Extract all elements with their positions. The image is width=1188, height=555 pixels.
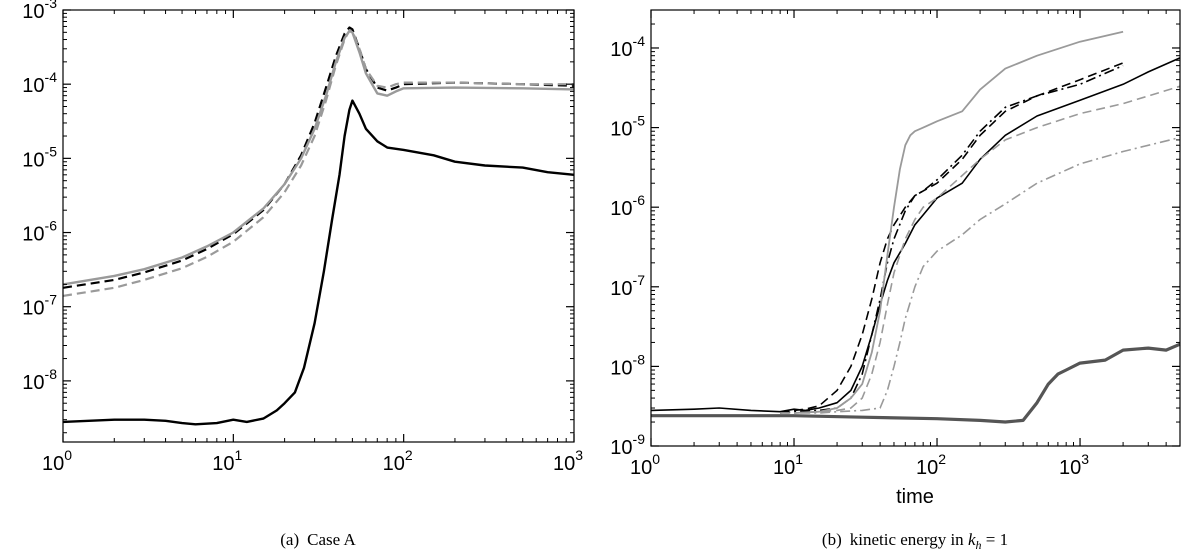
y-tick-label: 10-9 — [610, 431, 645, 459]
y-tick-label: 10-8 — [610, 351, 645, 379]
y-tick-label: 10-5 — [610, 113, 645, 141]
plot-area-lines — [62, 26, 575, 426]
plot-area-lines — [650, 30, 1181, 424]
series-line — [780, 136, 1181, 414]
chart-panel-case-a: 100 101 102 103 10-8 10-7 10-6 10-5 10-4 10-3 (a)… — [22, 0, 583, 549]
series-line — [651, 342, 1181, 424]
y-tick-label: 10-4 — [22, 69, 57, 97]
x-tick-label: 103 — [553, 447, 583, 475]
y-tick-label: 10-6 — [22, 218, 57, 246]
y-tick-label: 10-5 — [22, 143, 57, 171]
y-tick-label: 10-7 — [22, 292, 57, 320]
caption-text: Case A — [307, 530, 356, 549]
series-line — [793, 30, 1124, 414]
plot-frame — [62, 9, 575, 443]
y-tick-label: 10-8 — [22, 366, 57, 394]
caption-subscript: h — [975, 538, 981, 552]
x-tick-label: 100 — [42, 447, 72, 475]
series-line — [62, 99, 575, 426]
x-tick-label: 101 — [773, 451, 803, 479]
y-tick-label: 10-4 — [610, 33, 645, 61]
caption-text: kinetic energy in — [850, 530, 968, 549]
caption-rest: = 1 — [981, 530, 1008, 549]
caption-variable: k — [968, 530, 976, 549]
series-line — [62, 29, 575, 286]
caption-prefix: (a) — [280, 530, 299, 549]
caption-a: (a) Case A — [280, 530, 356, 549]
axis-ticks: 100 101 102 103 10-9 10-8 10-7 10-6 10-5 10-4 — [610, 10, 1181, 479]
series-line — [780, 85, 1181, 414]
plot-frame — [650, 9, 1181, 447]
y-tick-label: 10-6 — [610, 192, 645, 220]
series-line — [62, 26, 575, 289]
chart-panel-kinetic-energy: 100 101 102 103 10-9 10-8 10-7 10-6 10-5 10-4 tim… — [610, 9, 1181, 552]
series-line — [650, 57, 1181, 413]
series-line — [62, 29, 574, 297]
series-line — [780, 62, 1124, 414]
series-line — [780, 64, 1124, 414]
x-tick-label: 100 — [630, 451, 660, 479]
x-axis-label: time — [896, 486, 934, 508]
x-tick-label: 102 — [916, 451, 946, 479]
caption-prefix: (b) — [822, 530, 842, 549]
axis-ticks: 100 101 102 103 10-8 10-7 10-6 10-5 10-4 10-3 — [22, 0, 583, 475]
x-tick-label: 101 — [212, 447, 242, 475]
y-tick-label: 10-7 — [610, 272, 645, 300]
caption-b: (b) kinetic energy in kh = 1 — [822, 530, 1008, 552]
y-tick-label: 10-3 — [22, 0, 57, 23]
x-tick-label: 102 — [383, 447, 413, 475]
x-tick-label: 103 — [1059, 451, 1089, 479]
